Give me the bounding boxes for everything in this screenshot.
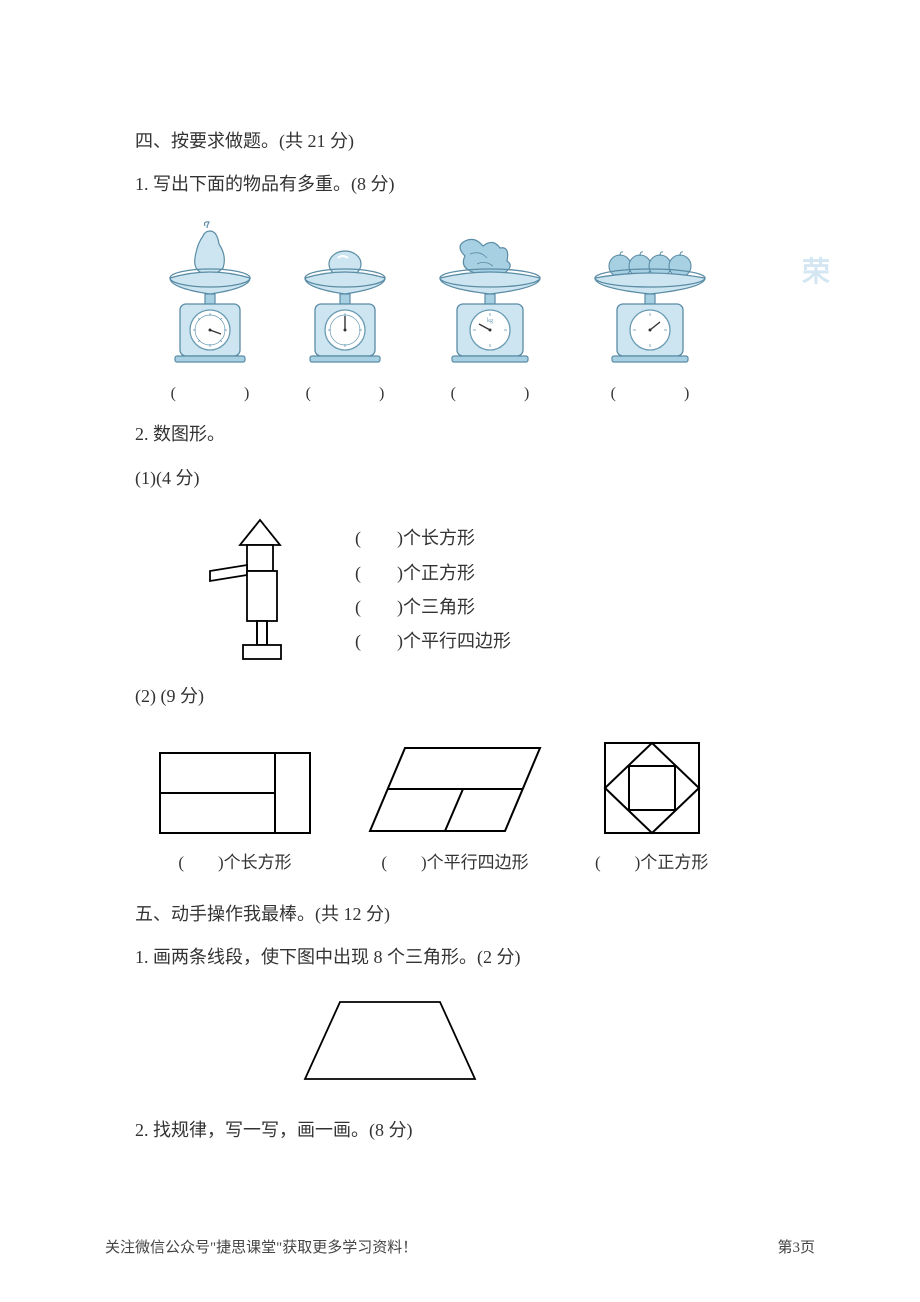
q2-2-square-unit: ( )个正方形 — [595, 738, 708, 873]
scales-row: ( ) — [155, 216, 785, 403]
scale-egg-svg — [290, 216, 400, 371]
q2-1-line-square: ( )个正方形 — [355, 556, 511, 590]
scale-pear-svg — [155, 216, 265, 371]
trapezoid-wrap — [295, 994, 785, 1094]
scale-egg-blank: ( ) — [294, 379, 397, 403]
section5-q2: 2. 找规律，写一写，画一画。(8 分) — [135, 1109, 785, 1152]
scale-apples-svg — [580, 216, 720, 371]
q2-2-rect-caption: ( )个长方形 — [178, 848, 291, 873]
q2-2-rect-unit: ( )个长方形 — [155, 748, 315, 873]
q2-1-labels: ( )个长方形 ( )个正方形 ( )个三角形 ( )个平行四边形 — [355, 521, 511, 658]
scale-cabbage-svg: kg — [425, 216, 555, 371]
q2-1-line-rect: ( )个长方形 — [355, 521, 511, 555]
scale-pear: ( ) — [155, 216, 265, 403]
section4-q1-text: 1. 写出下面的物品有多重。(8 分) — [135, 163, 785, 206]
scale-apples: ( ) — [580, 216, 720, 403]
q2-2-row: ( )个长方形 ( )个平行四边形 ( )个正 — [155, 738, 785, 873]
para-figure — [365, 743, 545, 838]
svg-text:kg: kg — [487, 318, 493, 324]
q2-2-square-caption: ( )个正方形 — [595, 848, 708, 873]
q2-2-para-caption: ( )个平行四边形 — [381, 848, 528, 873]
section5-q1: 1. 画两条线段，使下图中出现 8 个三角形。(2 分) — [135, 936, 785, 979]
scale-egg: ( ) — [290, 216, 400, 403]
footer-right: 第3页 — [777, 1236, 815, 1257]
section5-title: 五、动手操作我最棒。(共 12 分) — [135, 893, 785, 936]
page: 荣 四、按要求做题。(共 21 分) 1. 写出下面的物品有多重。(8 分) — [0, 0, 920, 1302]
q2-2-para-unit: ( )个平行四边形 — [365, 743, 545, 873]
footer: 关注微信公众号"捷思课堂"获取更多学习资料！ 第3页 — [105, 1236, 815, 1257]
q2-1-line-para: ( )个平行四边形 — [355, 624, 511, 658]
section4-q2-part1-label: (1)(4 分) — [135, 457, 785, 500]
trapezoid-figure — [295, 994, 485, 1089]
scarecrow-figure — [205, 515, 315, 665]
footer-left: 关注微信公众号"捷思课堂"获取更多学习资料！ — [105, 1236, 417, 1257]
scale-cabbage-blank: ( ) — [439, 379, 542, 403]
scale-pear-blank: ( ) — [159, 379, 262, 403]
scale-cabbage: kg ( ) — [425, 216, 555, 403]
section4-q2-text: 2. 数图形。 — [135, 413, 785, 456]
rect-figure — [155, 748, 315, 838]
q2-1-row: ( )个长方形 ( )个正方形 ( )个三角形 ( )个平行四边形 — [205, 515, 785, 665]
scale-apples-blank: ( ) — [599, 379, 702, 403]
square-figure — [597, 738, 707, 838]
section4-title: 四、按要求做题。(共 21 分) — [135, 120, 785, 163]
q2-1-line-triangle: ( )个三角形 — [355, 590, 511, 624]
watermark: 荣 — [802, 250, 830, 290]
section4-q2-part2-label: (2) (9 分) — [135, 675, 785, 718]
